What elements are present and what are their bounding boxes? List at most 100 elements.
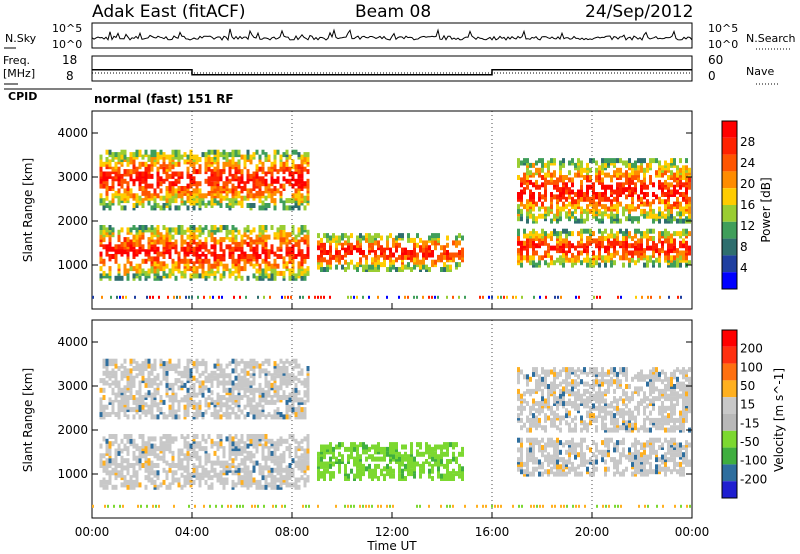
data-cell — [568, 457, 571, 463]
data-cell — [574, 204, 577, 210]
data-cell — [198, 263, 202, 269]
data-cell — [108, 358, 112, 364]
data-cell — [243, 227, 247, 233]
data-cell — [183, 436, 187, 442]
data-cell — [547, 165, 550, 171]
data-cell — [216, 373, 220, 379]
data-cell — [300, 173, 304, 179]
data-cell — [147, 390, 151, 396]
data-cell — [282, 361, 286, 367]
data-cell — [249, 397, 253, 403]
data-cell — [105, 458, 109, 464]
date-title: 24/Sep/2012 — [585, 2, 693, 22]
data-cell — [273, 164, 277, 170]
data-cell — [231, 450, 235, 456]
data-cell — [120, 173, 124, 179]
data-cell — [673, 231, 676, 237]
data-cell — [306, 475, 310, 481]
data-cell — [617, 295, 619, 299]
data-cell — [622, 236, 625, 241]
data-cell — [356, 451, 359, 457]
data-cell — [586, 240, 589, 246]
data-cell — [219, 198, 223, 204]
data-cell — [541, 182, 544, 188]
data-cell — [156, 229, 160, 235]
data-cell — [165, 273, 169, 279]
data-cell — [134, 295, 136, 299]
data-cell — [102, 237, 106, 243]
data-cell — [377, 476, 380, 481]
data-cell — [126, 375, 130, 381]
data-cell — [562, 248, 565, 254]
data-cell — [452, 252, 455, 258]
data-cell — [165, 484, 169, 490]
data-cell — [628, 213, 631, 219]
data-cell — [273, 190, 277, 196]
data-cell — [622, 248, 625, 254]
data-cell — [237, 407, 241, 413]
data-cell — [123, 385, 127, 391]
data-cell — [574, 199, 577, 205]
data-cell — [517, 457, 520, 463]
data-cell — [625, 240, 628, 246]
data-cell — [562, 194, 565, 200]
data-cell — [201, 227, 205, 233]
data-cell — [225, 373, 229, 379]
data-cell — [452, 295, 454, 299]
data-cell — [222, 460, 226, 466]
data-cell — [604, 184, 607, 190]
data-cell — [323, 295, 325, 299]
data-cell — [183, 382, 187, 388]
data-cell — [392, 237, 395, 243]
data-cell — [329, 259, 332, 265]
data-cell — [99, 234, 103, 240]
data-cell — [129, 463, 133, 468]
data-cell — [613, 260, 616, 266]
data-cell — [285, 178, 289, 184]
data-cell — [616, 440, 619, 446]
data-cell — [243, 475, 247, 481]
data-cell — [243, 455, 247, 461]
data-cell — [216, 239, 220, 245]
data-cell — [213, 181, 217, 187]
data-cell — [575, 295, 577, 299]
data-cell — [667, 243, 670, 249]
data-cell — [529, 208, 532, 214]
data-cell — [452, 468, 455, 474]
data-cell — [332, 471, 335, 477]
colorbar-swatch — [722, 221, 737, 239]
data-cell — [255, 409, 259, 415]
data-cell — [685, 228, 688, 234]
data-cell — [186, 154, 190, 160]
data-cell — [598, 240, 601, 246]
data-cell — [159, 154, 163, 160]
data-cell — [649, 201, 652, 207]
data-cell — [300, 256, 304, 262]
data-cell — [559, 187, 562, 193]
data-cell — [189, 392, 193, 398]
data-cell — [228, 404, 232, 410]
data-cell — [529, 162, 532, 168]
data-cell — [535, 262, 538, 268]
data-cell — [279, 198, 283, 204]
data-cell — [249, 402, 253, 408]
data-cell — [222, 395, 226, 400]
data-cell — [243, 382, 247, 388]
data-cell — [207, 453, 211, 459]
data-cell — [673, 245, 676, 251]
data-cell — [261, 443, 265, 449]
data-cell — [637, 216, 640, 222]
data-cell — [640, 238, 643, 244]
data-cell — [264, 178, 268, 184]
data-cell — [243, 465, 247, 471]
data-cell — [150, 363, 154, 369]
data-cell — [529, 260, 532, 266]
data-cell — [389, 449, 392, 455]
data-cell — [156, 251, 160, 257]
data-cell — [228, 152, 232, 158]
data-cell — [273, 409, 277, 415]
data-cell — [532, 192, 535, 197]
data-cell — [108, 470, 112, 476]
data-cell — [203, 295, 205, 299]
